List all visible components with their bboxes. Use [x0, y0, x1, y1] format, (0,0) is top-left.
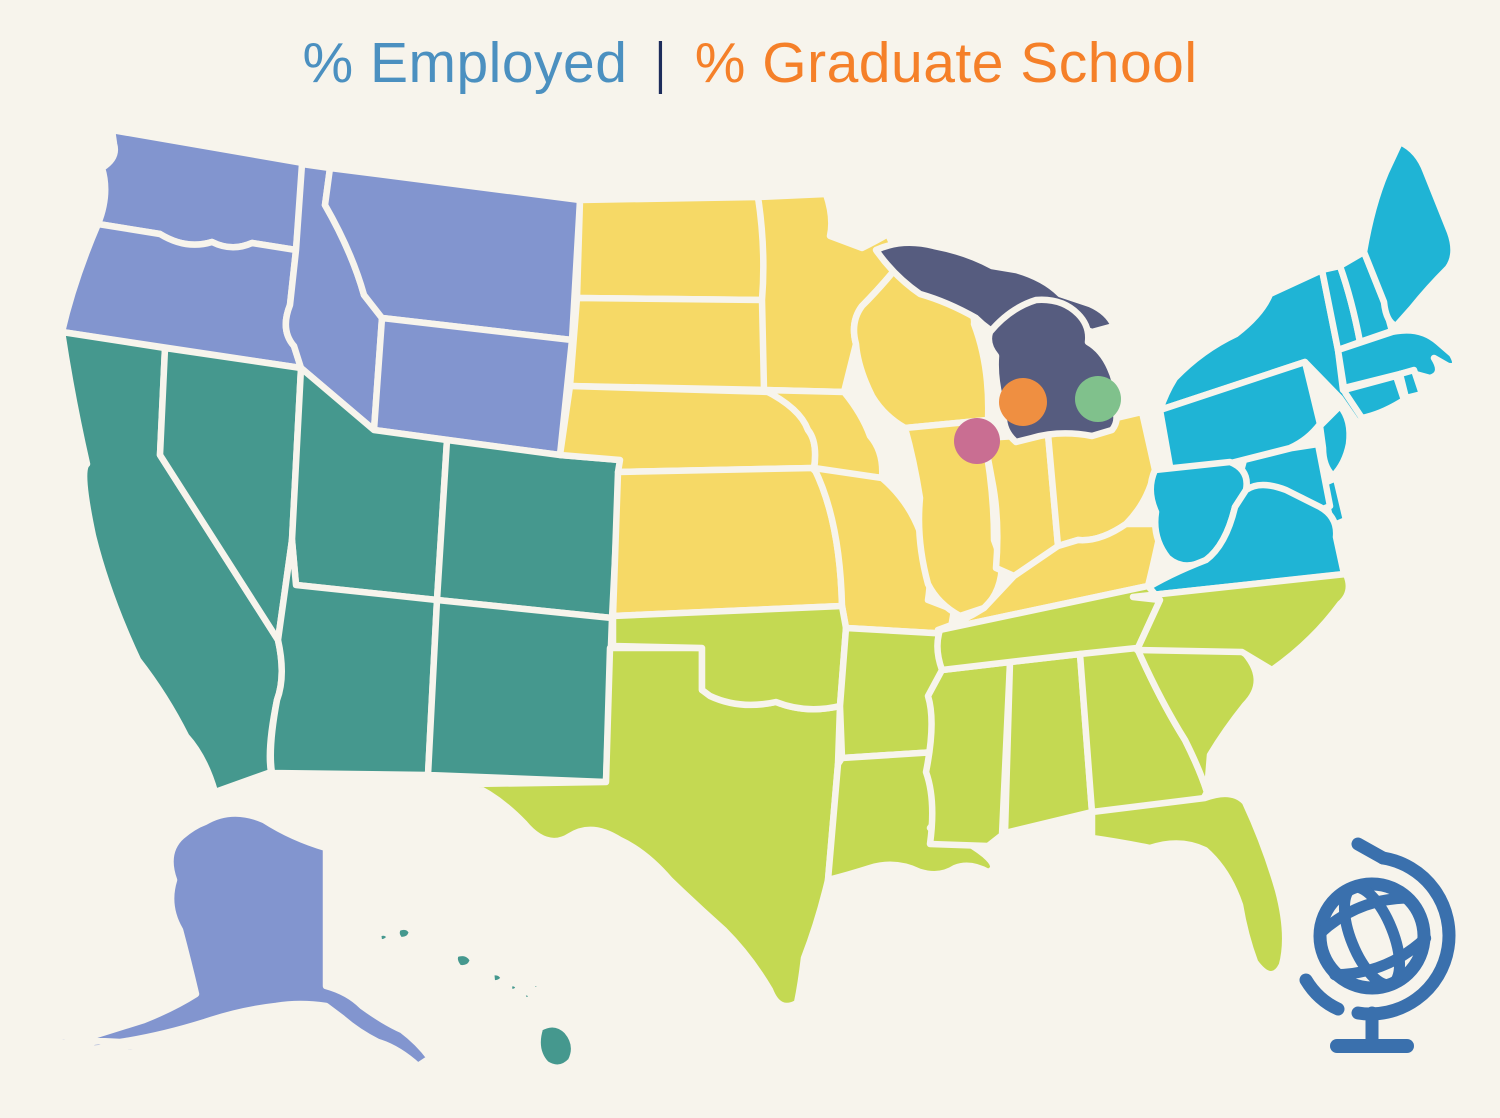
- state-ky[interactable]: [934, 520, 1166, 634]
- state-co[interactable]: [433, 436, 624, 622]
- marker-green[interactable]: [1075, 376, 1121, 422]
- state-ks[interactable]: [609, 464, 846, 620]
- state-hi[interactable]: [374, 923, 578, 1072]
- state-nd[interactable]: [573, 193, 768, 304]
- graduate-title: % Graduate School: [694, 31, 1198, 95]
- marker-pink[interactable]: [954, 418, 1000, 464]
- state-ms[interactable]: [922, 658, 1014, 850]
- title-separator: |: [655, 31, 667, 95]
- state-ok[interactable]: [609, 602, 850, 713]
- state-nm[interactable]: [424, 596, 616, 786]
- state-nj[interactable]: [1316, 402, 1353, 480]
- state-nc[interactable]: [1129, 570, 1353, 674]
- state-ma[interactable]: [1334, 327, 1459, 392]
- state-me[interactable]: [1360, 138, 1457, 330]
- state-ak[interactable]: [54, 810, 434, 1070]
- state-sd[interactable]: [566, 294, 774, 394]
- state-fl[interactable]: [1088, 790, 1289, 978]
- marker-orange[interactable]: [999, 378, 1047, 426]
- title: % Employed | % Graduate School: [0, 30, 1500, 96]
- globe-icon: [1299, 837, 1456, 1053]
- state-ri[interactable]: [1396, 366, 1426, 402]
- employed-title: % Employed: [302, 31, 628, 95]
- state-sc[interactable]: [1133, 644, 1260, 796]
- state-az[interactable]: [267, 536, 441, 779]
